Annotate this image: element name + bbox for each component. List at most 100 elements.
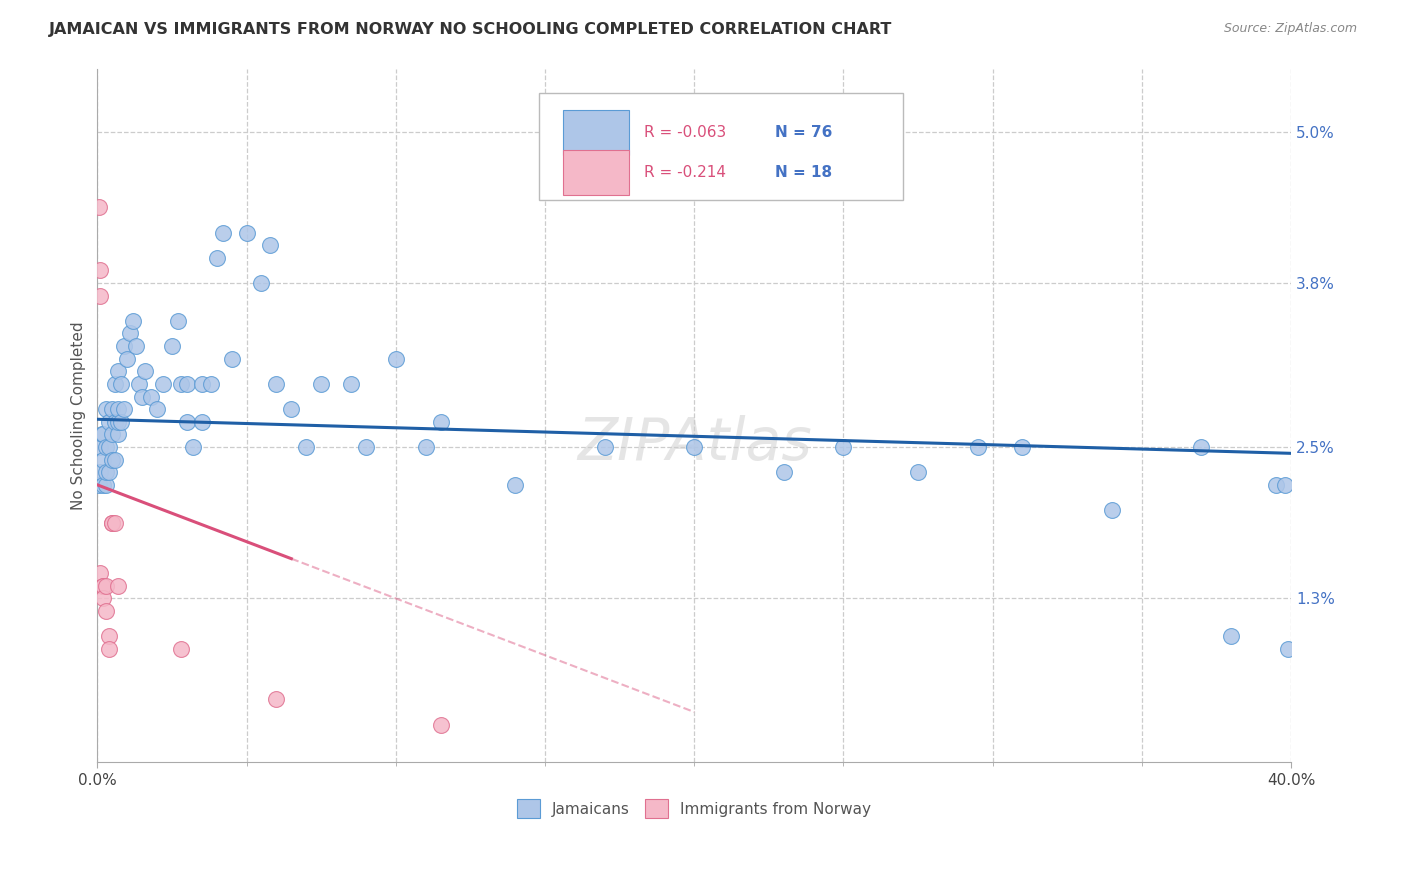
Point — [98, 465, 121, 479]
Point — [98, 641, 121, 656]
Text: R = -0.063: R = -0.063 — [644, 125, 727, 140]
Point — [91, 452, 114, 467]
Point — [139, 390, 162, 404]
Point — [309, 376, 332, 391]
Point — [1191, 440, 1213, 454]
Point — [89, 566, 111, 581]
Point — [966, 440, 988, 454]
Point — [107, 402, 129, 417]
Point — [101, 402, 124, 417]
Point — [91, 427, 114, 442]
Point — [221, 351, 243, 366]
Point — [593, 440, 616, 454]
Point — [160, 339, 183, 353]
Text: JAMAICAN VS IMMIGRANTS FROM NORWAY NO SCHOOLING COMPLETED CORRELATION CHART: JAMAICAN VS IMMIGRANTS FROM NORWAY NO SC… — [49, 22, 893, 37]
Point — [91, 579, 114, 593]
Point — [429, 717, 451, 731]
Point — [98, 629, 121, 643]
Point — [191, 376, 214, 391]
Point — [96, 478, 118, 492]
Point — [772, 465, 794, 479]
Point — [112, 402, 135, 417]
Point — [1220, 629, 1243, 643]
Point — [250, 276, 273, 290]
Point — [280, 402, 302, 417]
Point — [90, 427, 112, 442]
Point — [683, 440, 706, 454]
Point — [1277, 641, 1299, 656]
Point — [295, 440, 318, 454]
Point — [110, 376, 132, 391]
Point — [1101, 503, 1123, 517]
Point — [96, 402, 118, 417]
Point — [200, 376, 222, 391]
FancyBboxPatch shape — [562, 150, 628, 195]
Point — [101, 516, 124, 530]
Text: ZIPAtlas: ZIPAtlas — [576, 415, 811, 472]
Point — [89, 465, 111, 479]
Point — [266, 376, 288, 391]
Point — [170, 641, 193, 656]
Point — [91, 579, 114, 593]
Point — [104, 415, 127, 429]
Text: R = -0.214: R = -0.214 — [644, 165, 725, 180]
Point — [98, 440, 121, 454]
Point — [176, 415, 198, 429]
Point — [98, 415, 121, 429]
Point — [1265, 478, 1288, 492]
Text: N = 76: N = 76 — [775, 125, 832, 140]
Point — [107, 427, 129, 442]
Point — [107, 415, 129, 429]
Point — [832, 440, 855, 454]
Point — [415, 440, 437, 454]
Point — [91, 478, 114, 492]
Legend: Jamaicans, Immigrants from Norway: Jamaicans, Immigrants from Norway — [510, 793, 877, 824]
Point — [176, 376, 198, 391]
Point — [89, 263, 111, 277]
Point — [146, 402, 169, 417]
Point — [259, 238, 281, 252]
Point — [91, 591, 114, 606]
Point — [134, 364, 156, 378]
Point — [104, 516, 127, 530]
Point — [128, 376, 150, 391]
Point — [120, 326, 142, 341]
Point — [122, 314, 145, 328]
Point — [384, 351, 406, 366]
Point — [107, 364, 129, 378]
Point — [107, 579, 129, 593]
Point — [96, 440, 118, 454]
Point — [152, 376, 174, 391]
Point — [89, 288, 111, 302]
Point — [170, 376, 193, 391]
Point — [340, 376, 363, 391]
Point — [104, 376, 127, 391]
Text: Source: ZipAtlas.com: Source: ZipAtlas.com — [1223, 22, 1357, 36]
Text: N = 18: N = 18 — [775, 165, 832, 180]
Point — [235, 226, 257, 240]
FancyBboxPatch shape — [562, 110, 628, 155]
Point — [110, 415, 132, 429]
Point — [125, 339, 148, 353]
Point — [96, 604, 118, 618]
Point — [96, 579, 118, 593]
Point — [266, 692, 288, 706]
Point — [104, 452, 127, 467]
Point — [101, 427, 124, 442]
Point — [87, 200, 110, 214]
Point — [1011, 440, 1033, 454]
Point — [112, 339, 135, 353]
Point — [211, 226, 233, 240]
Point — [101, 452, 124, 467]
Point — [429, 415, 451, 429]
Point — [205, 251, 228, 265]
Point — [131, 390, 153, 404]
FancyBboxPatch shape — [538, 93, 903, 201]
Point — [96, 465, 118, 479]
Point — [101, 516, 124, 530]
Point — [167, 314, 190, 328]
Point — [89, 440, 111, 454]
Point — [191, 415, 214, 429]
Point — [354, 440, 377, 454]
Point — [87, 478, 110, 492]
